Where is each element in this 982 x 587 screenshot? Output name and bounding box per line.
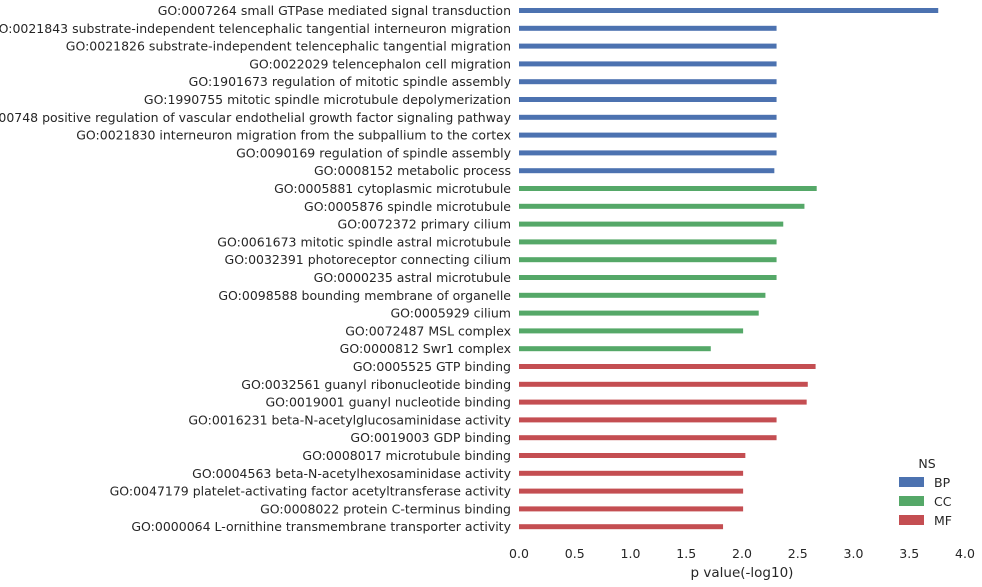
- category-label: GO:0061673 mitotic spindle astral microt…: [217, 234, 511, 249]
- legend-swatch-bp: [899, 477, 924, 487]
- category-label: GO:0008152 metabolic process: [314, 163, 511, 178]
- legend-title: NS: [918, 456, 935, 471]
- bar-bp-4: [519, 61, 777, 67]
- bar-mf-23: [519, 399, 807, 405]
- category-label: GO:0008022 protein C-terminus binding: [260, 501, 511, 516]
- category-label: GO:0004563 beta-N-acetylhexosaminidase a…: [192, 466, 511, 481]
- bar-mf-24: [519, 417, 777, 423]
- x-tick-label: 2.0: [732, 546, 752, 561]
- category-label: GO:0019001 guanyl nucleotide binding: [265, 395, 511, 410]
- bar-bp-2: [519, 25, 777, 31]
- bar-cc-18: [519, 310, 759, 316]
- bars-group: [519, 8, 939, 530]
- bar-cc-17: [519, 292, 766, 298]
- bar-bp-9: [519, 150, 777, 156]
- category-labels-group: GO:0007264 small GTPase mediated signal …: [0, 3, 512, 534]
- x-tick-label: 1.5: [676, 546, 696, 561]
- legend-items-group: BP CC MF: [899, 475, 952, 528]
- category-label: GO:1900748 positive regulation of vascul…: [0, 110, 512, 125]
- bar-bp-1: [519, 8, 939, 13]
- category-label: GO:0005881 cytoplasmic microtubule: [274, 181, 511, 196]
- x-tick-label: 3.0: [844, 546, 864, 561]
- bar-mf-29: [519, 506, 744, 512]
- category-label: GO:0021843 substrate-independent telence…: [0, 21, 511, 36]
- legend: NS BP CC MF: [899, 456, 952, 528]
- x-tick-label: 0.0: [509, 546, 529, 561]
- category-label: GO:0032391 photoreceptor connecting cili…: [225, 252, 511, 267]
- category-label: GO:0008017 microtubule binding: [302, 448, 511, 463]
- category-label: GO:0098588 bounding membrane of organell…: [218, 288, 511, 303]
- bar-bp-7: [519, 114, 777, 120]
- x-tick-label: 1.0: [621, 546, 641, 561]
- bar-cc-15: [519, 257, 777, 263]
- category-label: GO:0000812 Swr1 complex: [340, 341, 511, 356]
- bar-cc-13: [519, 221, 784, 227]
- bar-cc-16: [519, 275, 777, 280]
- category-label: GO:0016231 beta-N-acetylglucosaminidase …: [188, 412, 511, 427]
- category-label: GO:0005525 GTP binding: [353, 359, 511, 374]
- category-label: GO:0005876 spindle microtubule: [304, 199, 511, 214]
- category-label: GO:0090169 regulation of spindle assembl…: [236, 145, 512, 160]
- category-label: GO:0021830 interneuron migration from th…: [76, 128, 511, 143]
- bar-cc-20: [519, 346, 711, 352]
- category-label: GO:0000235 astral microtubule: [314, 270, 512, 285]
- legend-label-mf: MF: [934, 513, 952, 528]
- x-axis-title: p value(-log10): [691, 565, 794, 581]
- category-label: GO:0019003 GDP binding: [350, 430, 511, 445]
- category-label: GO:0000064 L-ornithine transmembrane tra…: [131, 519, 511, 534]
- category-label: GO:0005929 cilium: [390, 306, 511, 321]
- category-label: GO:0047179 platelet-activating factor ac…: [110, 484, 512, 499]
- category-label: GO:0072487 MSL complex: [345, 323, 511, 338]
- bar-mf-22: [519, 381, 808, 387]
- category-label: GO:0021826 substrate-independent telence…: [66, 39, 511, 54]
- bar-mf-21: [519, 364, 816, 369]
- bar-mf-28: [519, 488, 744, 494]
- bar-bp-6: [519, 97, 777, 102]
- x-tick-labels-group: 0.0 0.5 1.0 1.5 2.0 2.5 3.0 3.5 4.0: [509, 546, 975, 561]
- bar-cc-19: [519, 328, 744, 334]
- legend-swatch-mf: [899, 515, 924, 525]
- bar-bp-8: [519, 132, 777, 138]
- bar-cc-11: [519, 186, 817, 191]
- bar-mf-25: [519, 435, 777, 441]
- bar-mf-27: [519, 470, 744, 476]
- legend-label-bp: BP: [934, 475, 951, 490]
- x-tick-label: 2.5: [788, 546, 808, 561]
- category-label: GO:0032561 guanyl ribonucleotide binding: [241, 377, 511, 392]
- legend-swatch-cc: [899, 496, 924, 506]
- bar-bp-10: [519, 168, 775, 174]
- category-label: GO:1901673 regulation of mitotic spindle…: [189, 74, 512, 89]
- x-tick-label: 3.5: [899, 546, 919, 561]
- category-label: GO:0022029 telencephalon cell migration: [249, 56, 511, 71]
- legend-label-cc: CC: [934, 494, 952, 509]
- bar-cc-12: [519, 203, 805, 209]
- category-label: GO:0007264 small GTPase mediated signal …: [158, 3, 511, 18]
- bar-mf-30: [519, 524, 724, 530]
- category-label: GO:1990755 mitotic spindle microtubule d…: [144, 92, 511, 107]
- bar-mf-26: [519, 453, 746, 458]
- category-label: GO:0072372 primary cilium: [338, 217, 511, 232]
- bar-bp-5: [519, 79, 777, 85]
- bar-cc-14: [519, 239, 777, 245]
- bar-bp-3: [519, 43, 777, 49]
- x-tick-label: 0.5: [565, 546, 585, 561]
- x-tick-label: 4.0: [955, 546, 975, 561]
